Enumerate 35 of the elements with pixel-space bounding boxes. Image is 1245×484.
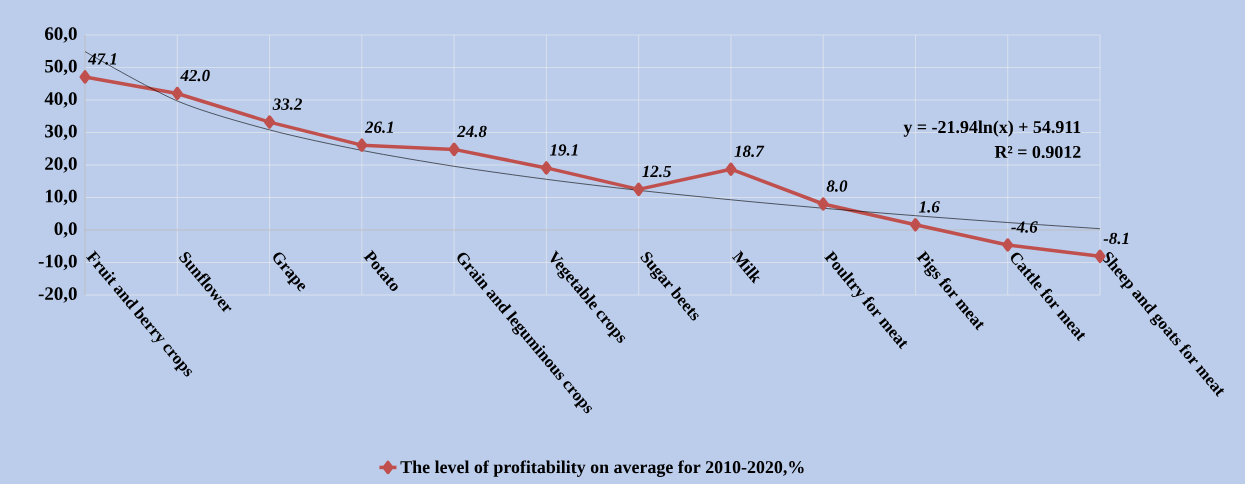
data-label: -8.1 xyxy=(1103,232,1129,245)
data-label: -4.6 xyxy=(1011,221,1038,233)
y-tick-label: -10,0 xyxy=(38,254,77,271)
y-tick-label: -20,0 xyxy=(38,287,77,303)
point xyxy=(356,138,368,152)
y-tick-label: 40,0 xyxy=(44,92,77,108)
point xyxy=(725,162,737,176)
point xyxy=(817,197,829,211)
y-tick-label: 0,0 xyxy=(54,222,77,238)
data-label: 1.6 xyxy=(919,201,940,213)
data-label: 47.1 xyxy=(87,53,117,65)
point xyxy=(909,218,921,232)
point xyxy=(79,70,91,84)
data-label: 12.5 xyxy=(642,165,672,178)
y-tick-label: 10,0 xyxy=(45,189,77,206)
y-tick-label: 60,0 xyxy=(45,27,77,43)
data-label: 33.2 xyxy=(272,98,302,110)
legend-label: The level of profitability on average for 2010-2020,% xyxy=(400,460,804,477)
y-tick-label: 20,0 xyxy=(45,157,77,173)
data-label: 24.8 xyxy=(457,125,487,138)
annotation: R² = 0.9012 xyxy=(994,145,1081,159)
point xyxy=(264,115,276,129)
point xyxy=(171,86,183,101)
data-label: 18.7 xyxy=(734,145,765,158)
data-label: 26.1 xyxy=(364,121,393,134)
point xyxy=(540,161,552,175)
point xyxy=(1002,238,1014,252)
y-tick-label: 50,0 xyxy=(45,59,77,76)
y-tick-label: 30,0 xyxy=(45,124,77,141)
data-label: 19.1 xyxy=(549,144,578,156)
data-label: 8.0 xyxy=(826,180,848,192)
annotation: y = -21.94ln(x) + 54.911 xyxy=(903,120,1081,137)
point xyxy=(633,182,645,197)
point xyxy=(448,142,460,157)
data-label: 42.0 xyxy=(180,69,210,82)
